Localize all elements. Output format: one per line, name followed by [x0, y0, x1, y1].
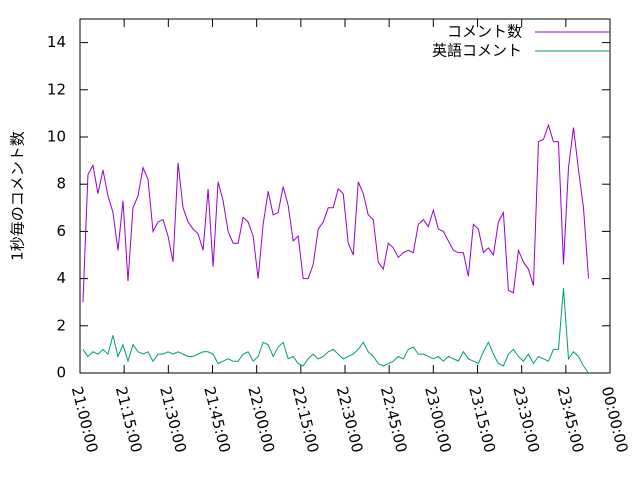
y-tick-label: 2	[56, 316, 66, 334]
x-tick-label: 23:30:00	[509, 385, 543, 455]
x-tick-label: 23:00:00	[421, 385, 455, 455]
x-tick-label: 21:45:00	[200, 385, 234, 455]
plot-frame	[79, 18, 611, 374]
x-tick-label: 23:45:00	[554, 385, 588, 455]
legend-label: コメント数	[447, 23, 522, 41]
y-axis-label: 1秒毎のコメント数	[9, 131, 27, 261]
data-line	[82, 123, 590, 303]
x-tick-label: 21:15:00	[112, 385, 146, 455]
y-tick-label: 12	[47, 80, 66, 98]
x-tick-label: 21:30:00	[156, 385, 190, 455]
x-tick-label: 00:00:00	[598, 385, 632, 455]
x-tick-label: 22:00:00	[244, 385, 278, 455]
data-line	[82, 287, 589, 374]
y-tick-label: 14	[47, 33, 66, 51]
x-tick-label: 23:15:00	[465, 385, 499, 455]
y-tick-label: 4	[56, 269, 66, 287]
x-tick-label: 21:00:00	[68, 385, 102, 455]
y-tick-label: 0	[56, 364, 66, 382]
y-tick-label: 10	[47, 128, 66, 146]
x-tick-label: 22:15:00	[289, 385, 323, 455]
legend-label: 英語コメント	[432, 42, 522, 60]
x-tick-label: 22:30:00	[333, 385, 367, 455]
x-tick-label: 22:45:00	[377, 385, 411, 455]
y-tick-label: 6	[56, 222, 66, 240]
y-tick-label: 8	[56, 175, 66, 193]
